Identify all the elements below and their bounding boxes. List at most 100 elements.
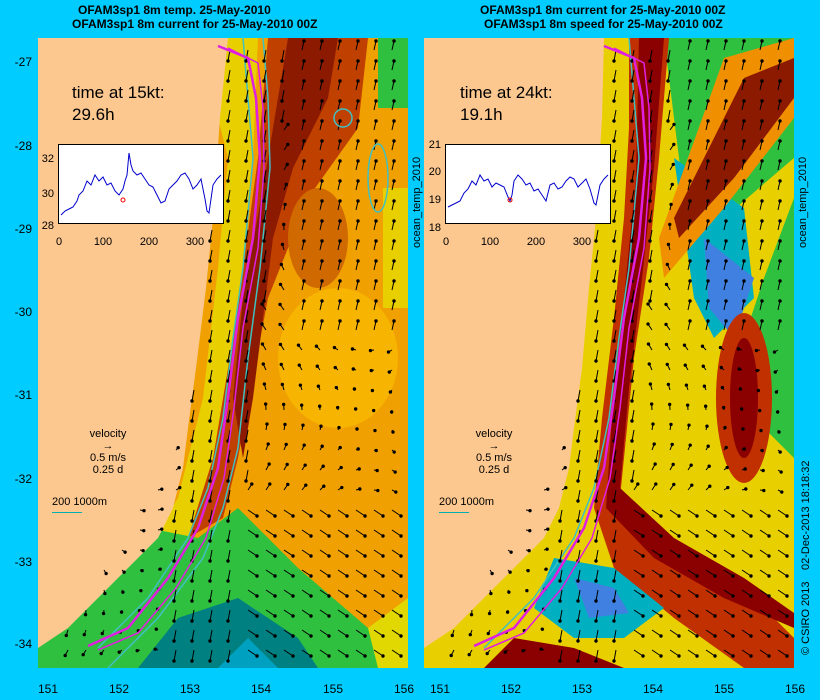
velocity-arrow-head (467, 652, 471, 657)
velocity-arrow (649, 169, 653, 182)
velocity-arrow-head (612, 99, 616, 103)
velocity-arrow-head (338, 445, 342, 450)
velocity-arrow-head (701, 364, 705, 368)
velocity-arrow (355, 509, 366, 517)
velocity-arrow (209, 449, 213, 462)
velocity-arrow-head (612, 599, 616, 603)
velocity-arrow-head (558, 659, 562, 663)
velocity-arrow-head (172, 579, 176, 583)
lon-label: 151 (429, 682, 451, 696)
velocity-arrow (227, 189, 231, 202)
left-inset-plot (60, 152, 222, 216)
velocity-arrow-head (392, 59, 396, 63)
velocity-arrow-head (760, 119, 764, 123)
velocity-arrow (649, 89, 653, 102)
velocity-arrow-head (718, 345, 723, 350)
velocity-arrow-head (647, 362, 651, 366)
velocity-arrow-head (291, 594, 295, 598)
velocity-arrow-head (190, 619, 194, 623)
velocity-arrow-head (302, 239, 306, 243)
velocity-arrow-head (576, 479, 580, 483)
velocity-arrow (613, 409, 617, 422)
velocity-arrow (319, 509, 330, 517)
velocity-arrow (687, 629, 698, 637)
velocity-arrow-head (641, 514, 645, 518)
velocity-arrow (173, 629, 177, 642)
velocity-arrow-head (778, 279, 782, 283)
velocity-arrow-head (392, 159, 396, 163)
velocity-arrow-head (731, 634, 735, 638)
velocity-arrow-head (226, 339, 230, 343)
velocity-arrow (633, 529, 644, 537)
velocity-arrow-head (327, 654, 331, 658)
velocity-arrow-head (630, 439, 634, 443)
velocity-arrow-head (706, 259, 710, 263)
velocity-arrow (247, 569, 258, 577)
velocity-arrow-head (630, 119, 634, 123)
velocity-arrow-head (244, 379, 248, 383)
velocity-arrow (577, 609, 581, 622)
velocity-arrow (759, 649, 770, 657)
velocity-arrow (649, 109, 653, 122)
velocity-arrow-head (172, 559, 176, 563)
velocity-arrow-head (159, 547, 163, 551)
velocity-arrow-head (594, 239, 598, 243)
velocity-arrow (191, 469, 195, 482)
velocity-arrow-head (356, 239, 360, 243)
velocity-arrow-head (749, 594, 753, 598)
time-label: time at 24kt: (460, 83, 553, 102)
velocity-arrow (301, 609, 312, 617)
inset-y-tick: 21 (428, 139, 441, 151)
velocity-arrow-head (688, 79, 692, 83)
velocity-arrow-head (299, 403, 304, 407)
velocity-arrow (595, 549, 599, 562)
velocity-arrow-head (208, 639, 212, 643)
velocity-arrow-head (356, 447, 360, 451)
velocity-arrow-head (302, 259, 306, 263)
velocity-arrow (613, 609, 617, 622)
velocity-arrow (227, 129, 231, 142)
velocity-arrow-head (724, 59, 728, 63)
velocity-arrow-head (356, 159, 360, 163)
timestamp-text: 02-Dec-2013 18:18:32 (800, 460, 812, 570)
velocity-arrow (613, 449, 617, 462)
left-colorbar-label: ocean_temp_2010 (411, 156, 423, 248)
velocity-arrow (263, 269, 267, 282)
velocity-arrow-head (612, 659, 616, 663)
velocity-arrow-head (666, 59, 670, 63)
velocity-arrow (777, 649, 788, 657)
velocity-arrow-head (630, 359, 634, 363)
velocity-arrow-head (373, 428, 377, 433)
velocity-arrow-head (363, 654, 367, 658)
velocity-arrow (265, 629, 276, 637)
time-label: time at 15kt: (72, 83, 165, 102)
velocity-arrow (209, 569, 213, 582)
velocity-arrow-head (695, 534, 699, 538)
velocity-arrow-head (302, 443, 306, 447)
velocity-arrow-head (760, 99, 764, 103)
velocity-arrow-head (381, 594, 385, 598)
velocity-arrow-head (706, 219, 710, 223)
velocity-arrow-head (760, 219, 764, 223)
velocity-arrow-head (706, 59, 710, 63)
velocity-arrow (631, 109, 635, 122)
velocity-arrow-head (338, 319, 342, 323)
velocity-arrow (247, 589, 258, 597)
velocity-arrow (209, 589, 213, 602)
velocity-arrow-head (327, 534, 331, 538)
velocity-arrow (631, 329, 635, 342)
velocity-arrow-head (338, 279, 342, 283)
lon-label: 151 (37, 682, 59, 696)
velocity-arrow-head (664, 302, 668, 307)
velocity-arrow-head (302, 179, 306, 183)
velocity-arrow (227, 249, 231, 262)
velocity-arrow (741, 649, 752, 657)
velocity-arrow-head (338, 139, 342, 143)
velocity-arrow-head (338, 159, 342, 163)
velocity-arrow-head (683, 363, 687, 367)
velocity-arrow-head (345, 634, 349, 638)
velocity-speed: 0.5 m/s (475, 452, 513, 464)
velocity-arrow-head (760, 279, 764, 283)
velocity-arrow-head (760, 79, 764, 83)
velocity-arrow-head (260, 302, 264, 306)
